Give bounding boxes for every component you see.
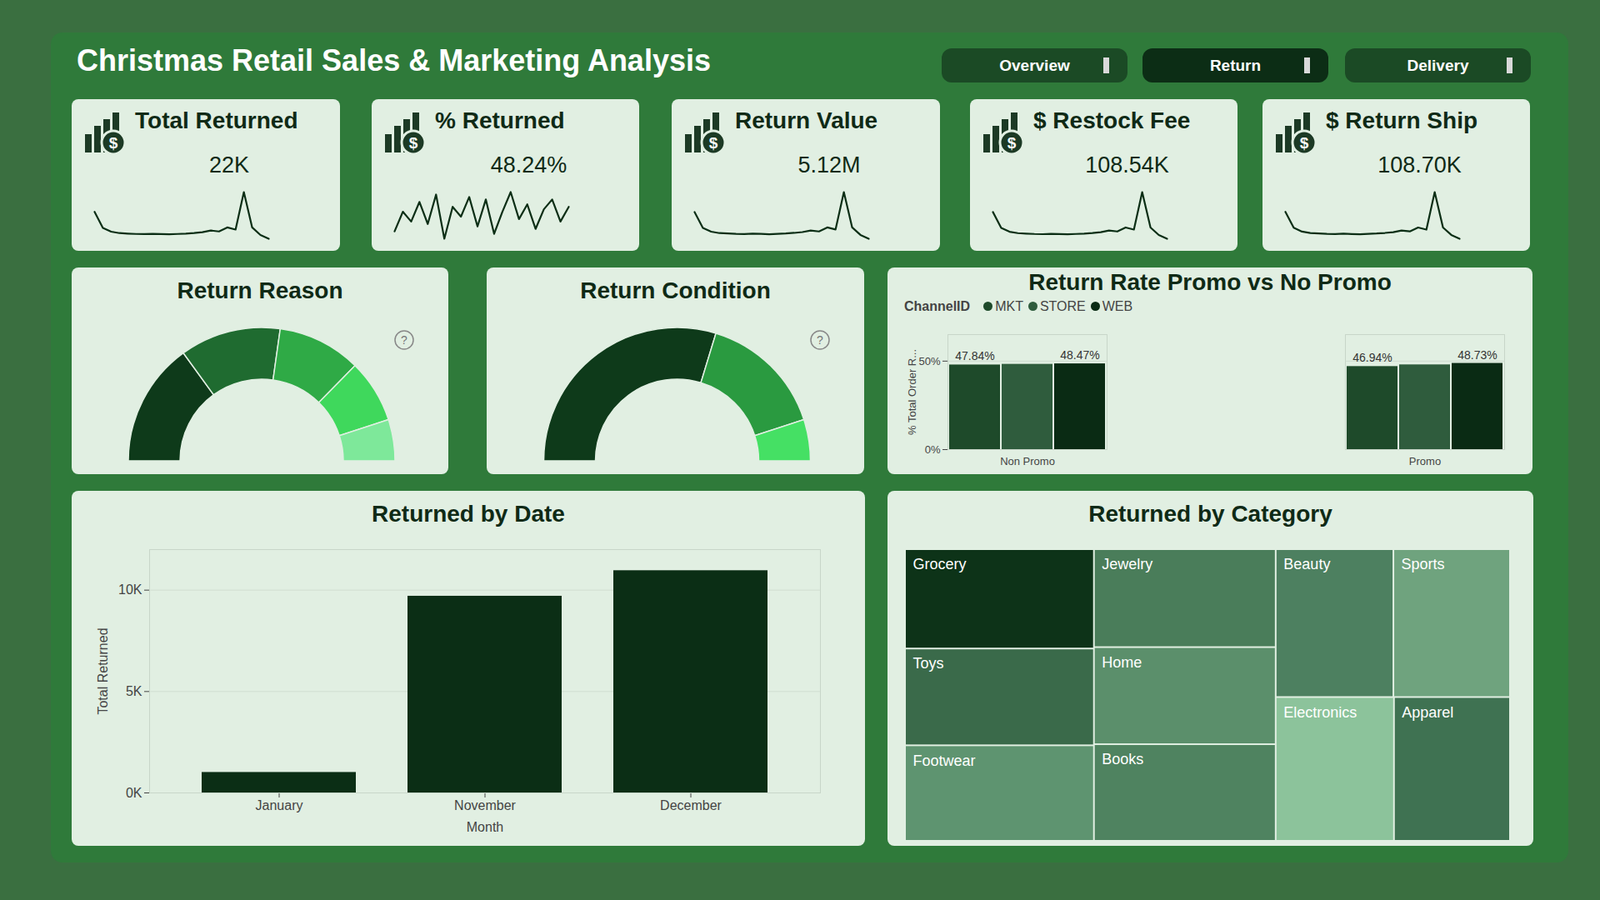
html-text:% Returned: % Returned [435, 107, 565, 134]
svg-text:48.73%: 48.73% [1457, 348, 1497, 362]
html-text:Return Rate Promo vs No Promo: Return Rate Promo vs No Promo [1028, 269, 1392, 295]
html-text:Christmas Retail Sales & Marke: Christmas Retail Sales & Marketing Analy… [76, 43, 711, 78]
svg-text:Non Promo: Non Promo [1000, 455, 1055, 468]
html-text:108.70K: 108.70K [1377, 152, 1462, 178]
svg-text:Toys: Toys [913, 655, 945, 672]
svg-text:Total Returned: Total Returned [95, 627, 110, 715]
html-text:Return: Return [1209, 56, 1261, 74]
html-text:ChannelID: ChannelID [904, 299, 971, 314]
svg-text:$: $ [409, 134, 419, 152]
svg-text:$: $ [709, 134, 719, 152]
html-text:WEB: WEB [1102, 299, 1133, 314]
html-text:Delivery: Delivery [1407, 56, 1469, 74]
svg-text:?: ? [816, 333, 824, 347]
svg-text:November: November [454, 798, 516, 813]
svg-text:January: January [255, 798, 304, 813]
html-text:22K: 22K [209, 152, 250, 178]
html-text:STORE: STORE [1039, 299, 1086, 314]
svg-text:Apparel: Apparel [1401, 704, 1454, 721]
svg-text:10K: 10K [118, 582, 143, 597]
html-text:Return Value: Return Value [735, 107, 878, 134]
svg-text:46.94%: 46.94% [1352, 350, 1392, 365]
svg-text:$: $ [1300, 134, 1310, 152]
svg-text:Home: Home [1101, 654, 1142, 671]
svg-text:47.84%: 47.84% [955, 349, 995, 363]
html-text:Returned by Date: Returned by Date [371, 500, 565, 527]
svg-text:Promo: Promo [1409, 455, 1441, 468]
svg-text:50%: 50% [918, 355, 940, 368]
html-text:Overview: Overview [999, 56, 1070, 74]
svg-text:48.47%: 48.47% [1060, 348, 1100, 362]
svg-text:Books: Books [1101, 750, 1144, 768]
svg-text:Grocery: Grocery [913, 555, 967, 573]
svg-text:0%: 0% [925, 443, 941, 456]
svg-text:Electronics: Electronics [1283, 704, 1357, 721]
svg-text:Footwear: Footwear [913, 752, 976, 770]
svg-text:Month: Month [466, 820, 504, 835]
html-text:$ Restock Fee: $ Restock Fee [1033, 107, 1191, 134]
html-text:MKT: MKT [995, 299, 1024, 314]
svg-text:$: $ [1007, 134, 1017, 152]
svg-text:5K: 5K [125, 684, 143, 699]
html-text:Total Returned: Total Returned [135, 107, 298, 134]
html-text:Returned by Category: Returned by Category [1088, 500, 1333, 527]
html-text:5.12M: 5.12M [797, 152, 861, 178]
svg-text:Beauty: Beauty [1283, 555, 1330, 573]
svg-text:0K: 0K [125, 785, 143, 800]
svg-text:Sports: Sports [1401, 555, 1445, 573]
html-text:Return Reason: Return Reason [177, 277, 343, 304]
html-text:Return Condition: Return Condition [580, 277, 771, 304]
svg-text:$: $ [109, 134, 119, 152]
svg-text:% Total Order R...: % Total Order R... [905, 349, 919, 435]
html-text:48.24%: 48.24% [490, 152, 567, 178]
svg-text:Jewelry: Jewelry [1101, 555, 1153, 573]
html-text:$ Return Ship: $ Return Ship [1325, 107, 1478, 134]
svg-text:December: December [660, 798, 722, 813]
svg-text:?: ? [400, 333, 408, 347]
html-text:108.54K: 108.54K [1085, 152, 1169, 178]
